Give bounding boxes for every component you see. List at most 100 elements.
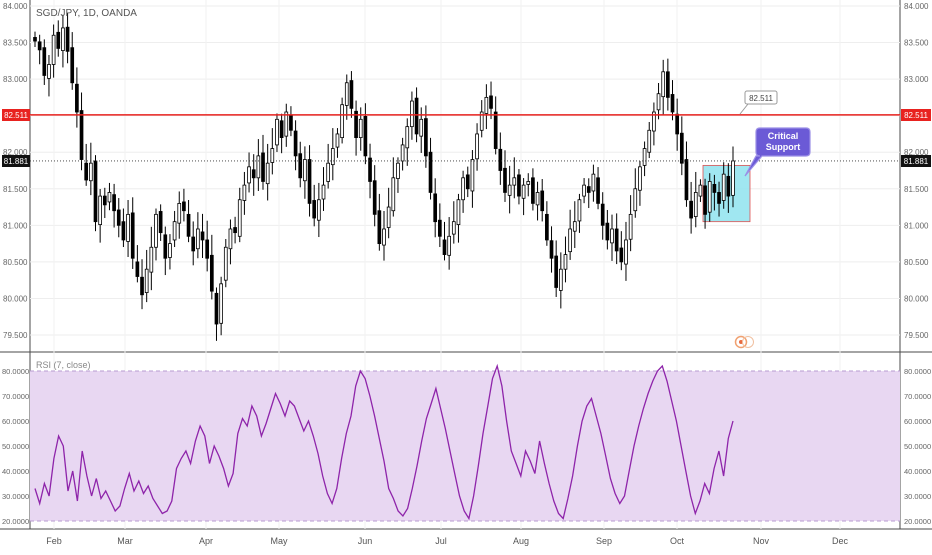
candle[interactable] [205, 220, 210, 272]
candle[interactable] [563, 236, 568, 283]
candle[interactable] [614, 213, 619, 265]
candle[interactable] [521, 178, 526, 216]
candle[interactable] [200, 213, 205, 258]
candle[interactable] [37, 34, 42, 65]
candle[interactable] [652, 102, 656, 146]
candle[interactable] [135, 245, 140, 283]
candle[interactable] [461, 170, 465, 213]
candle[interactable] [182, 188, 186, 222]
candle[interactable] [126, 199, 130, 258]
candle[interactable] [191, 221, 196, 266]
candle[interactable] [693, 171, 698, 228]
candle[interactable] [447, 217, 451, 270]
candle[interactable] [596, 167, 600, 210]
candle[interactable] [535, 181, 540, 221]
candle[interactable] [619, 231, 624, 271]
candle[interactable] [219, 276, 223, 336]
candle[interactable] [554, 240, 559, 297]
candle[interactable] [326, 143, 331, 189]
candle[interactable] [717, 181, 721, 217]
candle[interactable] [405, 118, 410, 166]
candle[interactable] [79, 92, 84, 171]
candle[interactable] [121, 208, 126, 248]
candle[interactable] [228, 219, 233, 265]
candle[interactable] [177, 191, 182, 239]
candle[interactable] [354, 100, 358, 156]
candle[interactable] [75, 67, 79, 128]
candle[interactable] [684, 141, 689, 207]
candle[interactable] [475, 123, 479, 171]
candle[interactable] [307, 145, 312, 217]
candle[interactable] [149, 226, 154, 291]
candle[interactable] [233, 216, 237, 244]
candle[interactable] [489, 81, 493, 120]
candle[interactable] [298, 141, 303, 188]
candle[interactable] [93, 155, 98, 232]
candle[interactable] [102, 187, 107, 219]
candle[interactable] [144, 249, 149, 303]
event-marker-icon[interactable] [734, 335, 754, 349]
candle[interactable] [572, 201, 577, 248]
candle[interactable] [437, 203, 442, 248]
candle[interactable] [270, 128, 275, 175]
candle[interactable] [261, 134, 265, 190]
candle[interactable] [582, 178, 586, 204]
candle[interactable] [656, 83, 661, 120]
candle[interactable] [88, 142, 93, 196]
candle[interactable] [321, 167, 326, 211]
candle[interactable] [344, 74, 349, 120]
candle[interactable] [703, 178, 707, 229]
candle[interactable] [484, 84, 489, 130]
candle[interactable] [726, 163, 731, 213]
candle[interactable] [540, 179, 545, 222]
candle[interactable] [526, 173, 531, 197]
candle[interactable] [591, 164, 596, 202]
candle[interactable] [42, 39, 47, 85]
candle[interactable] [470, 150, 475, 208]
candle[interactable] [712, 174, 717, 211]
candle[interactable] [70, 32, 75, 90]
candle[interactable] [242, 171, 247, 215]
candle[interactable] [424, 105, 428, 168]
candle[interactable] [666, 58, 670, 111]
candle[interactable] [51, 24, 56, 78]
candle[interactable] [568, 209, 572, 260]
price-callout[interactable]: 82.511 [739, 90, 778, 115]
candle[interactable] [433, 178, 438, 238]
candle[interactable] [247, 152, 251, 193]
candle[interactable] [196, 212, 200, 259]
candle[interactable] [98, 189, 102, 243]
candle[interactable] [223, 238, 228, 288]
candle[interactable] [661, 59, 666, 115]
candle[interactable] [512, 157, 517, 199]
candle[interactable] [158, 204, 163, 241]
candle[interactable] [168, 234, 172, 270]
candle[interactable] [451, 201, 456, 244]
candle[interactable] [330, 128, 335, 181]
candle[interactable] [456, 193, 461, 243]
candle[interactable] [545, 201, 549, 246]
candle[interactable] [479, 100, 484, 138]
candle[interactable] [377, 193, 382, 251]
candle[interactable] [303, 146, 307, 199]
candle[interactable] [275, 113, 279, 152]
candle[interactable] [107, 182, 112, 211]
candle[interactable] [698, 179, 703, 202]
candle[interactable] [493, 96, 498, 155]
candle[interactable] [363, 103, 368, 165]
candle[interactable] [586, 178, 591, 209]
candle[interactable] [112, 183, 116, 228]
candle[interactable] [577, 193, 582, 233]
candle[interactable] [154, 208, 158, 261]
candles-layer[interactable] [33, 12, 735, 341]
candle[interactable] [130, 197, 135, 269]
candle[interactable] [61, 14, 65, 68]
candle[interactable] [256, 139, 261, 191]
candle[interactable] [284, 103, 289, 147]
rsi-pane[interactable] [30, 363, 900, 522]
candle[interactable] [265, 143, 270, 201]
candle[interactable] [531, 168, 535, 211]
candle[interactable] [600, 192, 605, 240]
candle[interactable] [642, 141, 647, 177]
